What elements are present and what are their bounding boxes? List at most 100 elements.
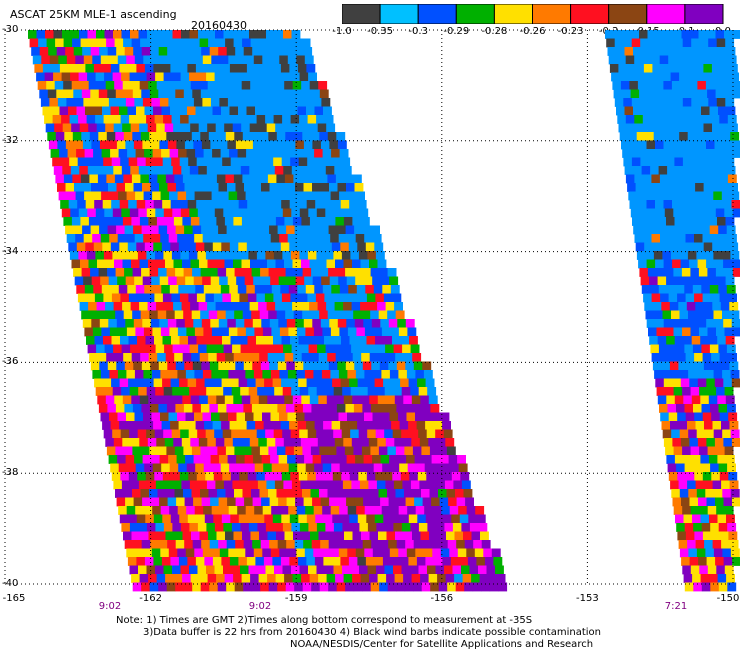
swath-cell [364,327,374,337]
swath-cell [381,412,390,422]
swath-cell [262,327,272,337]
swath-cell [352,174,362,184]
swath-cell [129,115,138,124]
swath-cell [159,140,169,150]
swath-cell [277,89,287,99]
swath-cell [209,225,219,235]
swath-cell [165,81,175,90]
swath-cell [687,132,697,141]
swath-cell [681,497,690,507]
swath-cell [115,132,125,141]
swath-cell [386,395,396,405]
swath-cell [720,64,730,73]
swath-cell [722,429,732,439]
swath-cell [265,251,275,260]
swath-cell [162,514,172,524]
swath-cell [675,285,685,294]
swath-cell [223,30,233,39]
swath-cell [143,327,153,337]
swath-cell [126,548,136,558]
swath-cell [268,132,278,141]
swath-cell [700,395,710,405]
swath-cell [174,38,183,48]
swath-cell [71,259,81,269]
swath-cell [204,378,214,388]
swath-cell [652,123,662,133]
swath-cell [685,293,695,303]
swath-cell [367,523,377,532]
swath-cell [444,480,454,490]
swath-cell [343,574,353,583]
swath-cell [84,327,94,337]
swath-cell [403,353,413,362]
swath-cell [427,480,437,490]
swath-cell [204,421,213,430]
swath-cell [704,132,714,141]
swath-cell [177,548,187,558]
swath-cell [273,429,283,439]
swath-cell [442,557,452,566]
swath-cell [683,574,693,583]
swath-cell [281,157,291,167]
swath-cell [60,200,70,209]
swath-cell [162,157,172,167]
swath-cell [375,251,385,260]
swath-cell [457,455,466,464]
swath-cell [230,336,240,345]
swath-cell [627,123,636,133]
swath-cell [722,370,731,379]
swath-cell [623,38,633,48]
swath-cell [428,438,438,447]
swath-cell [649,217,658,226]
swath-cell [392,293,402,303]
swath-cell [176,276,186,286]
swath-cell [296,412,305,422]
swath-cell [250,531,260,541]
swath-cell [709,514,718,524]
swath-cell [82,47,92,56]
swath-cell [406,412,416,422]
swath-cell [125,140,135,150]
swath-cell [287,276,297,286]
swath-cell [257,72,266,82]
swath-cell [416,421,426,430]
swath-cell [113,480,123,490]
swath-cell [275,217,285,226]
swath-cell [417,472,427,481]
swath-cell [372,548,382,558]
swath-cell [363,319,373,328]
swath-cell [290,336,299,345]
swath-cell [219,412,229,422]
swath-cell [664,30,674,39]
swath-cell [693,404,702,413]
swath-cell [183,446,193,456]
swath-cell [255,514,265,524]
swath-cell [396,361,406,371]
swath-cell [228,412,237,422]
swath-cell [345,225,355,235]
swath-cell [255,200,265,209]
swath-cell [46,81,56,90]
swath-cell [217,132,227,141]
swath-cell [667,47,676,56]
swath-cell [253,548,263,558]
swath-cell [330,548,340,558]
swath-cell [226,582,236,592]
swath-cell [66,55,76,65]
swath-cell [389,370,399,379]
swath-cell [696,489,706,498]
swath-cell [147,123,157,133]
swath-cell [712,183,721,192]
swath-cell [102,106,111,116]
swath-cell [688,548,698,558]
swath-cell [248,251,258,260]
swath-cell [136,557,146,566]
swath-cell [711,531,721,541]
swath-cell [385,480,395,490]
swath-cell [435,523,445,532]
swath-cell [363,497,372,507]
swath-cell [251,89,261,99]
swath-cell [423,455,432,464]
swath-cell [180,387,190,396]
swath-cell [128,157,138,167]
